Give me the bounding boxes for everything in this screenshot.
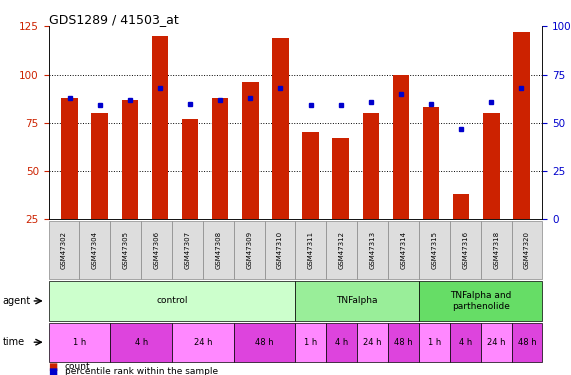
Text: GSM47306: GSM47306 [154, 231, 159, 269]
Text: 4 h: 4 h [135, 338, 148, 346]
Text: agent: agent [3, 296, 31, 306]
Bar [91, 113, 108, 268]
Bar [122, 100, 138, 268]
Text: 4 h: 4 h [459, 338, 472, 346]
Text: 24 h: 24 h [363, 338, 382, 346]
Text: GSM47312: GSM47312 [339, 231, 345, 269]
Text: ■: ■ [49, 367, 58, 375]
Text: GSM47318: GSM47318 [493, 231, 499, 269]
Bar [513, 32, 530, 268]
Text: GSM47320: GSM47320 [524, 231, 530, 269]
Bar [272, 38, 289, 268]
Text: 1 h: 1 h [428, 338, 441, 346]
Bar [423, 107, 439, 268]
Text: 1 h: 1 h [304, 338, 317, 346]
Text: GSM47313: GSM47313 [369, 231, 376, 269]
Text: ■: ■ [49, 362, 58, 372]
Text: 4 h: 4 h [335, 338, 348, 346]
Text: GSM47311: GSM47311 [308, 231, 314, 269]
Text: GDS1289 / 41503_at: GDS1289 / 41503_at [49, 13, 178, 26]
Bar [453, 194, 469, 268]
Bar [393, 75, 409, 268]
Text: GSM47304: GSM47304 [92, 231, 98, 269]
Text: GSM47302: GSM47302 [61, 231, 67, 269]
Text: control: control [156, 296, 188, 305]
Text: 48 h: 48 h [518, 338, 536, 346]
Bar [483, 113, 500, 268]
Text: count: count [65, 362, 90, 371]
Text: GSM47308: GSM47308 [215, 231, 222, 269]
Bar [363, 113, 379, 268]
Text: TNFalpha and
parthenolide: TNFalpha and parthenolide [450, 291, 512, 310]
Text: GSM47307: GSM47307 [184, 231, 191, 269]
Text: 24 h: 24 h [194, 338, 212, 346]
Text: TNFalpha: TNFalpha [336, 296, 378, 305]
Bar [332, 138, 349, 268]
Text: 48 h: 48 h [255, 338, 274, 346]
Text: 24 h: 24 h [487, 338, 505, 346]
Text: 48 h: 48 h [394, 338, 413, 346]
Bar [61, 98, 78, 268]
Text: GSM47305: GSM47305 [123, 231, 128, 269]
Bar [212, 98, 228, 268]
Text: 1 h: 1 h [73, 338, 86, 346]
Bar [242, 82, 259, 268]
Bar [302, 132, 319, 268]
Bar [182, 119, 198, 268]
Text: GSM47309: GSM47309 [246, 231, 252, 269]
Text: GSM47316: GSM47316 [463, 231, 468, 269]
Text: GSM47314: GSM47314 [400, 231, 407, 269]
Text: GSM47315: GSM47315 [432, 231, 437, 269]
Text: percentile rank within the sample: percentile rank within the sample [65, 368, 218, 375]
Bar [152, 36, 168, 268]
Text: GSM47310: GSM47310 [277, 231, 283, 269]
Text: time: time [3, 337, 25, 347]
